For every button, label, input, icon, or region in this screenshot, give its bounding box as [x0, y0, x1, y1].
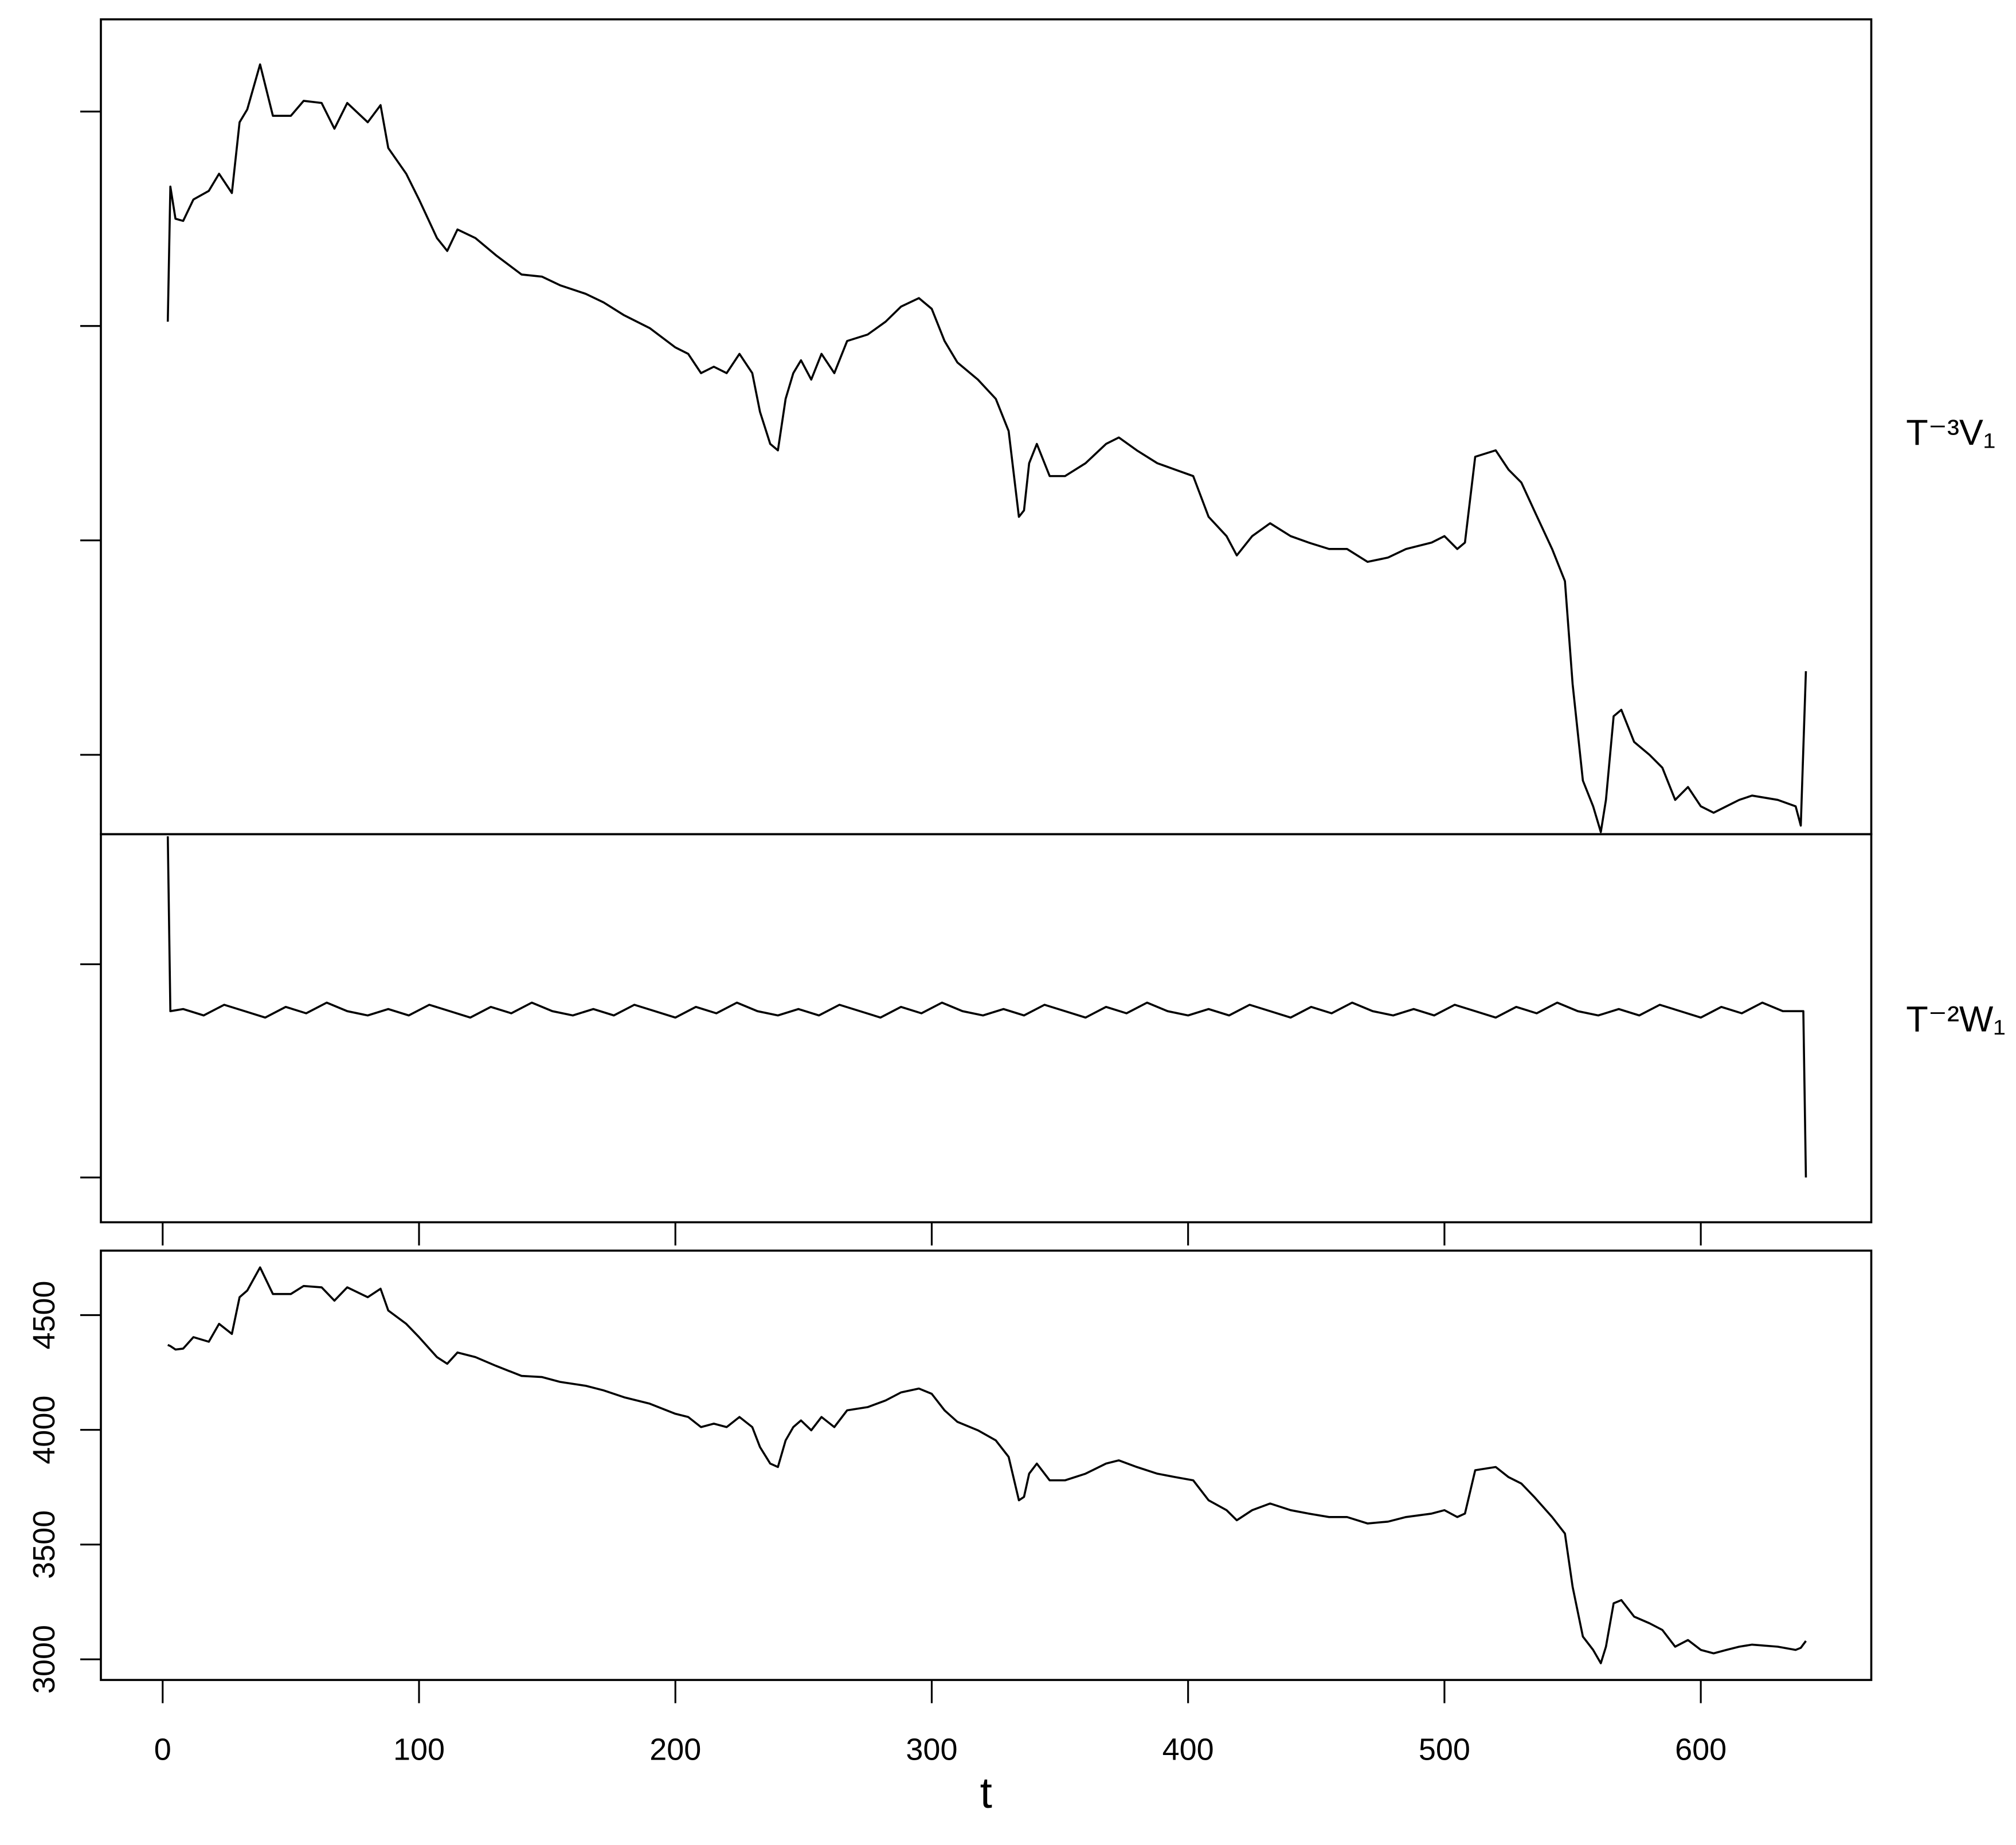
data-line — [167, 1266, 1807, 1664]
y-tick-label: 3500 — [27, 1510, 61, 1579]
panel-frame — [100, 833, 1873, 1224]
y-tick-label: 3000 — [27, 1625, 61, 1694]
y-tick-label: 4500 — [27, 1280, 61, 1349]
data-line — [166, 836, 1807, 1178]
panel-label: T⁻²W₁ — [1906, 1000, 2005, 1040]
x-tick-label: 400 — [1162, 1733, 1214, 1767]
x-tick-label: 500 — [1419, 1733, 1470, 1767]
panel-frame — [100, 1249, 1873, 1681]
x-tick-label: 600 — [1675, 1733, 1727, 1767]
panel-label: T⁻³V₁ — [1906, 413, 1995, 453]
x-tick-label: 200 — [649, 1733, 701, 1767]
data-line — [166, 63, 1807, 833]
x-tick-label: 300 — [906, 1733, 957, 1767]
x-axis-label: t — [980, 1769, 992, 1817]
x-tick-label: 0 — [154, 1733, 171, 1767]
x-tick-label: 100 — [393, 1733, 445, 1767]
y-tick-label: 4000 — [27, 1396, 61, 1464]
